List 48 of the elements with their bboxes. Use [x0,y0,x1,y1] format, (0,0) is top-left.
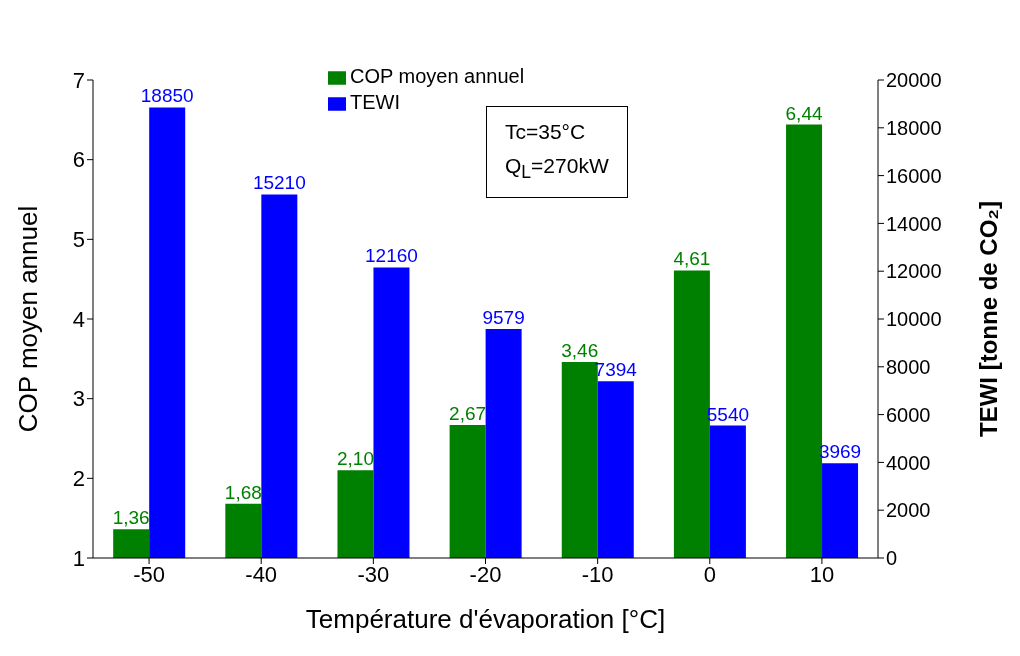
data-label: 2,10 [336,448,374,470]
y-axis-title: COP moyen annuel [13,205,44,433]
x-tick-label: -40 [245,561,278,587]
data-label: 4,61 [673,248,711,270]
x-tick-label: 10 [809,561,835,587]
x-tick-label: -50 [133,561,165,587]
y2-tick-label: 16000 [886,164,942,187]
y-tick-label: 5 [72,227,85,253]
data-label: 2,67 [449,402,487,424]
annotation: Tc=35°C [505,120,586,143]
x-tick-label: -20 [469,561,502,587]
y-tick-label: 1 [72,545,85,571]
y2-tick-label: 10000 [886,308,942,331]
y-tick-label: 2 [72,466,85,492]
note-box: Tc=35°C Q$_{L}$=270kW [486,106,628,199]
annotation: Q$_{L}$=270kW [505,154,609,183]
bar [822,463,859,558]
y2-tick-label: 6000 [886,403,931,426]
y2-tick-label: 18000 [886,116,942,139]
x-tick-label: -10 [581,561,614,587]
data-label: 1,36 [112,507,150,529]
y2-axis-title: TEWI [tonne de CO₂] [974,201,1002,437]
y-tick-label: 4 [72,306,85,332]
bar [373,267,410,558]
x-axis-title: Température d'évaporation [°C] [305,604,666,634]
data-label: 15210 [252,172,306,194]
y2-tick-label: 4000 [886,451,931,474]
data-label: 18850 [140,85,194,107]
data-label: 9579 [482,307,525,329]
data-label: 12160 [365,245,418,267]
y2-tick-label: 20000 [886,69,942,92]
bar [149,107,186,558]
y2-tick-label: 14000 [886,212,942,235]
x-tick-label: 0 [703,561,716,587]
legend-label: TEWI [350,91,400,113]
y-tick-label: 6 [72,147,85,173]
y-tick-label: 3 [72,386,85,412]
data-label: 3,46 [561,340,599,362]
y2-tick-label: 8000 [886,355,931,378]
data-label: 1,68 [224,481,262,503]
y-tick-label: 7 [72,67,85,93]
data-label: 6,44 [785,102,823,124]
y2-tick-label: 12000 [886,260,942,283]
y2-tick-label: 2000 [886,499,931,522]
legend-label: COP moyen annuel [350,65,525,87]
bar [261,194,298,558]
x-tick-label: -30 [357,561,390,587]
y2-tick-label: 0 [886,547,898,570]
